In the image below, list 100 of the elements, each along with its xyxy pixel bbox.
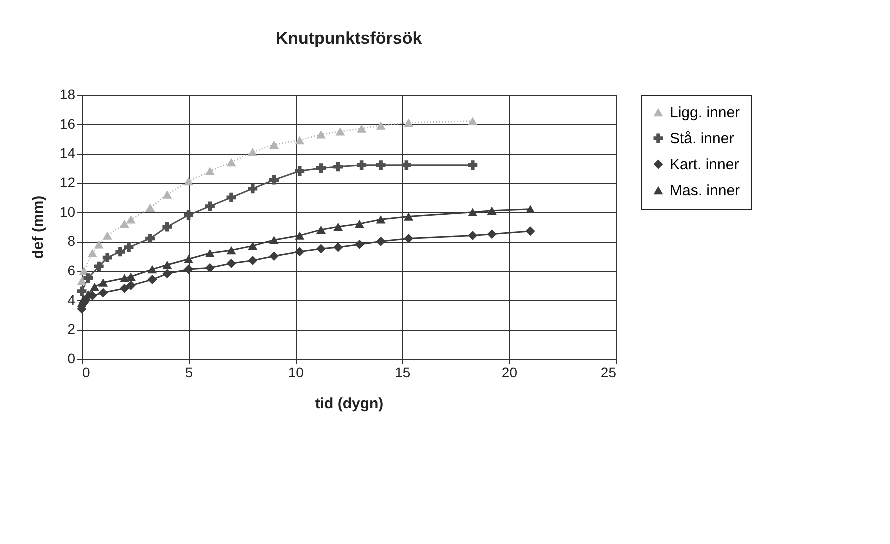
y-axis-title: def (mm) <box>30 196 47 260</box>
point <box>124 242 134 252</box>
point <box>376 216 386 224</box>
point <box>98 288 108 298</box>
point <box>148 275 158 285</box>
point <box>404 234 414 244</box>
point <box>376 236 386 246</box>
point <box>354 220 364 228</box>
point <box>468 117 478 126</box>
point <box>205 249 215 258</box>
point <box>526 226 536 236</box>
point <box>468 160 478 170</box>
point <box>334 162 344 172</box>
legend-label: Mas. inner <box>670 182 740 200</box>
x-axis-title: tid (dygn) <box>315 396 384 412</box>
point <box>116 247 126 257</box>
x-tick-label: 5 <box>185 364 194 380</box>
point <box>269 140 279 149</box>
point <box>269 175 279 185</box>
point <box>487 230 497 240</box>
point <box>162 190 172 199</box>
point <box>184 255 194 264</box>
y-tick-label: 0 <box>68 350 76 366</box>
point <box>120 284 130 294</box>
point <box>334 222 344 232</box>
point <box>162 261 172 270</box>
point <box>295 247 305 257</box>
point <box>94 240 104 249</box>
point <box>487 206 497 215</box>
point <box>376 160 386 170</box>
point <box>120 220 130 228</box>
point <box>148 265 158 274</box>
point <box>468 208 478 216</box>
point <box>102 253 112 263</box>
x-tick-label: 15 <box>395 364 411 380</box>
y-tick-label: 16 <box>60 116 76 132</box>
point <box>77 286 87 296</box>
point <box>269 252 279 262</box>
point <box>316 244 326 254</box>
point <box>402 160 412 170</box>
point <box>357 124 367 133</box>
point <box>376 122 386 130</box>
point <box>248 148 258 156</box>
point <box>184 210 194 220</box>
point <box>94 262 104 272</box>
point <box>102 232 112 240</box>
point <box>526 205 536 214</box>
legend-label: Kart. inner <box>670 156 740 174</box>
point <box>357 160 367 170</box>
point <box>295 232 305 240</box>
y-tick-label: 8 <box>68 233 76 250</box>
x-tick-label: 25 <box>600 364 617 380</box>
point <box>126 216 136 224</box>
legend-label: Ligg. inner <box>670 104 740 122</box>
point <box>88 249 98 258</box>
point <box>248 242 258 250</box>
point <box>146 234 156 244</box>
point <box>404 118 414 127</box>
point <box>354 240 364 250</box>
point <box>226 246 236 255</box>
point <box>316 164 326 174</box>
y-tick-label: 12 <box>60 174 76 190</box>
point <box>205 202 215 212</box>
y-tick-label: 18 <box>60 86 76 102</box>
point <box>404 212 414 221</box>
y-tick-label: 10 <box>60 204 76 220</box>
point <box>226 192 236 202</box>
point <box>468 231 478 241</box>
chart-title: Knutpunktsförsök <box>276 29 423 48</box>
x-tick-label: 10 <box>288 364 304 380</box>
point <box>84 274 94 284</box>
point <box>205 167 215 176</box>
point <box>162 222 172 232</box>
point <box>162 269 172 279</box>
legend-label: Stå. inner <box>670 130 734 148</box>
point <box>90 283 100 292</box>
point <box>120 274 130 282</box>
point <box>316 226 326 234</box>
y-tick-label: 14 <box>60 145 76 162</box>
x-tick-label: 0 <box>82 364 90 380</box>
point <box>336 128 346 136</box>
point <box>126 272 136 281</box>
y-tick-label: 6 <box>68 262 76 278</box>
point <box>316 130 326 139</box>
y-tick-label: 2 <box>68 321 76 338</box>
point <box>226 258 236 268</box>
point <box>205 263 215 273</box>
x-tick-label: 20 <box>502 364 518 380</box>
y-tick-label: 4 <box>68 292 76 308</box>
point <box>295 136 305 145</box>
point <box>248 184 258 194</box>
point <box>334 242 344 252</box>
point <box>184 264 194 274</box>
point <box>126 280 136 290</box>
point <box>184 177 194 186</box>
point <box>226 158 236 167</box>
point <box>146 204 156 212</box>
point <box>295 166 305 176</box>
point <box>98 278 108 287</box>
point <box>77 277 87 286</box>
